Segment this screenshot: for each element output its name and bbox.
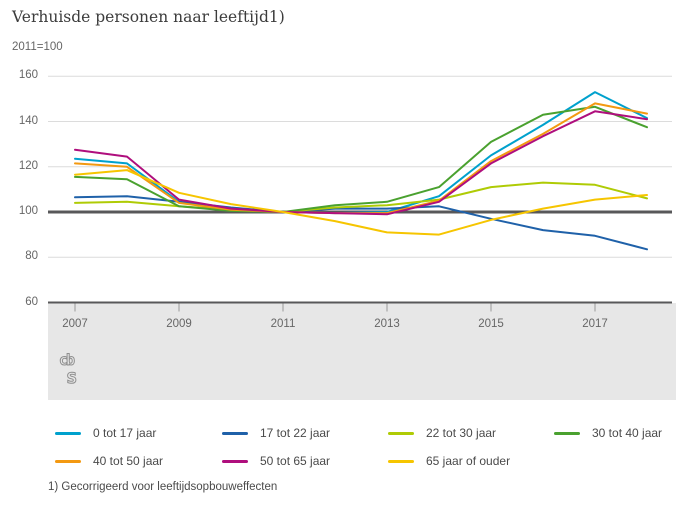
y-tick-label: 60 (25, 295, 38, 308)
legend-label: 50 tot 65 jaar (260, 454, 331, 468)
series-line-50-tot-65-jaar (74, 110, 648, 216)
x-axis-band (48, 303, 676, 400)
legend-item: 0 tot 17 jaar (55, 425, 156, 441)
x-tick-label: 2011 (270, 318, 296, 330)
x-tick-label: 2009 (166, 318, 192, 330)
legend-label: 22 tot 30 jaar (426, 426, 497, 440)
y-tick-label: 80 (25, 250, 38, 263)
y-tick-label: 100 (18, 205, 38, 217)
legend-label: 65 jaar of ouder (426, 454, 511, 468)
legend-swatch (222, 459, 248, 463)
y-tick-label: 140 (18, 114, 38, 127)
series-line-30-tot-40-jaar (74, 105, 648, 213)
legend-item: 17 tot 22 jaar (222, 425, 330, 441)
x-tick-label: 2017 (582, 318, 608, 330)
legend-label: 40 tot 50 jaar (93, 454, 164, 468)
unit-label: 2011=100 (12, 41, 63, 53)
y-tick-label: 120 (18, 159, 38, 172)
legend-label: 30 tot 40 jaar (592, 426, 663, 440)
legend-swatch (55, 431, 81, 435)
series-line-22-tot-30-jaar (74, 181, 648, 213)
legend-swatch (388, 459, 414, 463)
legend-swatch (554, 431, 580, 435)
legend-item: 40 tot 50 jaar (55, 453, 163, 469)
series-line-0-tot-17-jaar (74, 91, 648, 215)
x-tick-label: 2007 (62, 318, 88, 330)
legend-swatch (55, 459, 81, 463)
legend-swatch (222, 431, 248, 435)
legend-label: 0 tot 17 jaar (93, 426, 157, 440)
legend-label: 17 tot 22 jaar (260, 426, 331, 440)
legend-item: 22 tot 30 jaar (388, 425, 496, 441)
svg-text:s: s (66, 366, 77, 388)
legend-item: 30 tot 40 jaar (554, 425, 662, 441)
cbs-logo: cb s (58, 350, 94, 395)
legend-item: 65 jaar of ouder (388, 453, 510, 469)
x-tick-label: 2015 (478, 318, 504, 330)
legend-swatch (388, 431, 414, 435)
page-title: Verhuisde personen naar leeftijd1) (12, 8, 285, 26)
legend-item: 50 tot 65 jaar (222, 453, 330, 469)
series-line-65-jaar-of-ouder (74, 169, 648, 236)
x-tick-label: 2013 (374, 318, 400, 330)
y-tick-label: 160 (18, 69, 38, 82)
svg-text:cb: cb (59, 351, 75, 369)
footnote: 1) Gecorrigeerd voor leeftijdsopbouweffe… (48, 481, 278, 493)
